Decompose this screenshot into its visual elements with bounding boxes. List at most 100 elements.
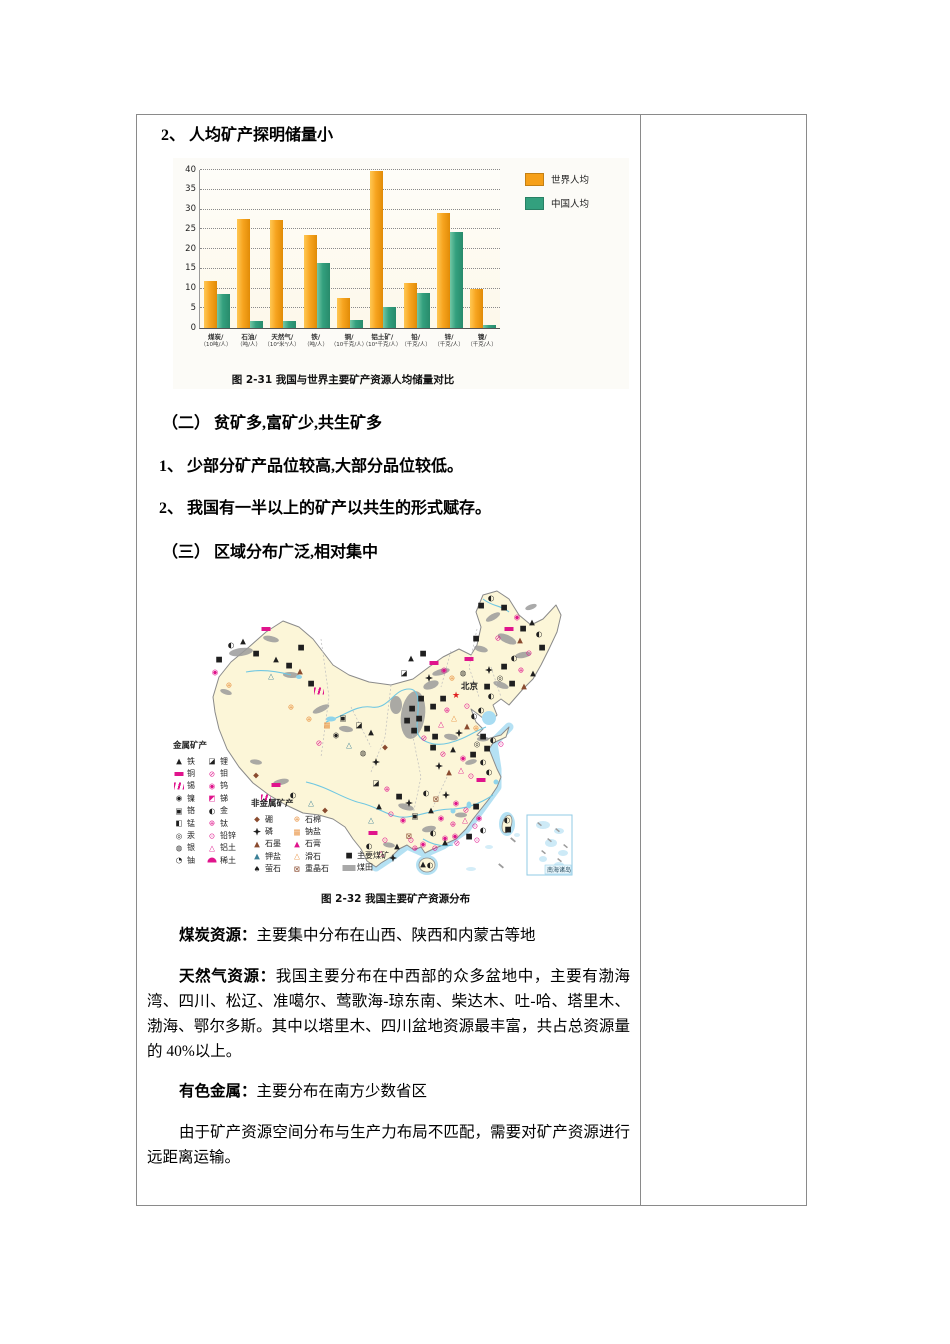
mineral-symbol-icon: ⊙ xyxy=(387,809,395,819)
coal-field xyxy=(525,603,537,611)
river xyxy=(245,670,292,676)
钾盐-symbol-icon: ▲ xyxy=(254,851,260,861)
inset-label: 南海诸岛 xyxy=(547,866,571,874)
gridline xyxy=(200,228,500,230)
legend-label: 钾盐 xyxy=(265,851,281,861)
y-axis-tick: 15 xyxy=(185,263,196,274)
chart-legend-item: 中国人均 xyxy=(525,196,589,210)
legend-item-萤石: ♠ 萤石 xyxy=(251,863,291,874)
lake xyxy=(450,808,456,814)
x-axis-label: 锌/（千克/人） xyxy=(434,333,464,348)
legend-row: ▣ 铬 ◐ 金 xyxy=(173,805,236,817)
china-bar-6 xyxy=(416,293,430,328)
figure-2-32: 南海诸岛 ★ 北京 ■ ◐ ■ ◉ ■ ▲ ⊘ ▲ ◐ ■ ⊙ ◐ ■ ⊕ ▲ ◎ ■ ▲ ■ ▲ ■ ◉ ⊕ ◍ ◪ ■ ■ ■ ■ ■… xyxy=(171,577,633,909)
world-bar-7 xyxy=(437,213,450,328)
legend-item-磷: 磷 xyxy=(251,826,291,837)
萤石-symbol-icon: ♠ xyxy=(253,864,261,873)
coal-field xyxy=(477,736,489,742)
锂-symbol-icon: ◪ xyxy=(208,756,216,766)
list-item-1: 1、 少部分矿产品位较高,大部分品位较低。 xyxy=(159,458,464,475)
mineral-symbol-icon: ◉ xyxy=(459,753,467,763)
mineral-symbol-icon: ◐ xyxy=(489,735,497,745)
镍-symbol-icon: ◉ xyxy=(175,793,183,803)
金-symbol-icon: ◐ xyxy=(208,806,216,815)
x-axis-label: 镍/（千克/人） xyxy=(467,333,498,348)
mineral-symbol-icon: ◉ xyxy=(440,665,448,675)
legend-label: 石棉 xyxy=(305,814,321,824)
mineral-symbol-icon: ■ xyxy=(469,749,477,759)
legend-item-煤田: 煤田 xyxy=(342,862,373,873)
china-bar-8 xyxy=(483,325,497,328)
legend-row: ▲ 石墨 ▲ 石膏 xyxy=(251,838,329,850)
coal-field xyxy=(485,612,501,622)
mineral-symbol-icon: ⊕ xyxy=(305,714,313,724)
legend-glyph-box: ◧ xyxy=(173,818,185,828)
mineral-symbol-icon: ▣ xyxy=(339,713,347,723)
x-axis-label: 铜/（10千克/人） xyxy=(330,333,368,348)
锑-symbol-icon: ◩ xyxy=(208,793,216,803)
汞-symbol-icon: ◎ xyxy=(175,830,183,840)
legend-item-锡: 锡 xyxy=(173,780,206,791)
mineral-symbol-icon: ■ xyxy=(415,713,423,723)
钛-symbol-icon: ⊕ xyxy=(208,818,216,828)
mineral-symbol-icon: ⊕ xyxy=(443,705,451,715)
legend-glyph-box: ▲ xyxy=(173,756,185,766)
chart-legend-item: 世界人均 xyxy=(525,172,589,186)
legend-row: 磷 ▦ 钠盐 xyxy=(251,825,329,837)
coal-label: 煤炭资源： xyxy=(179,927,257,944)
铝土-symbol-icon: △ xyxy=(209,843,215,853)
mineral-symbol-icon: ■ xyxy=(429,701,437,711)
mineral-symbol-icon: ◉ xyxy=(513,612,521,622)
mineral-symbol-icon: ■ xyxy=(395,791,403,801)
legend-glyph-box: ▲ xyxy=(291,839,303,849)
river xyxy=(305,781,494,818)
mineral-symbol-icon: △ xyxy=(308,798,314,808)
legend-label: 钛 xyxy=(220,818,228,828)
mineral-symbol-icon: ■ xyxy=(403,715,411,725)
铀-symbol-icon: ◔ xyxy=(175,855,183,865)
beijing-label: 北京 xyxy=(461,681,479,691)
china-bar-3 xyxy=(316,262,330,328)
world-bar-5 xyxy=(370,170,384,328)
gridline xyxy=(200,208,500,210)
mineral-symbol-icon: ■ xyxy=(307,678,315,688)
legend-item-钛: ⊕ 钛 xyxy=(206,818,228,829)
y-axis-tick: 40 xyxy=(185,164,196,175)
legend-glyph-box: ♠ xyxy=(251,864,263,874)
mineral-symbol-icon: ◐ xyxy=(422,788,430,798)
mineral-symbol-icon: ⊕ xyxy=(449,819,457,829)
y-axis-tick: 30 xyxy=(185,204,196,214)
world-bar-2 xyxy=(270,220,284,328)
coal-field xyxy=(493,681,509,689)
river xyxy=(482,598,510,613)
钠盐-symbol-icon: ▦ xyxy=(293,826,301,836)
legend-glyph-box: ▣ xyxy=(173,806,185,816)
china-bar-5 xyxy=(383,307,397,328)
coal-field xyxy=(400,691,426,739)
gas-text: 我国主要分布在中西部的众多盆地中，主要有渤海湾、四川、松辽、准噶尔、莺歌海-琼东… xyxy=(147,967,630,1060)
mineral-symbol-icon: ◐ xyxy=(429,828,437,838)
legend-glyph-box xyxy=(173,769,185,779)
legend-label: 硼 xyxy=(265,814,273,824)
mineral-symbol-icon: ▲ xyxy=(464,721,470,731)
legend-label: 主要煤矿 xyxy=(357,850,389,860)
mineral-symbol-icon: ■ xyxy=(504,824,512,834)
coal-field-patches xyxy=(220,603,537,848)
mineral-symbol-icon xyxy=(271,783,281,787)
china-bar-2 xyxy=(283,320,297,328)
map-caption: 图 2-32 我国主要矿产资源分布 xyxy=(321,893,471,905)
x-axis-label: 石油/（吨/人） xyxy=(237,333,261,348)
mineral-symbol-icon: ▲ xyxy=(368,727,374,737)
mineral-symbol-icon: ⊕ xyxy=(517,665,525,675)
mineral-symbol-icon: ▲ xyxy=(530,668,536,678)
mineral-symbol-icon: ⊙ xyxy=(471,821,479,831)
mineral-symbol-icon: ⊠ xyxy=(432,794,440,804)
legend-glyph-box: ▦ xyxy=(291,827,303,837)
coal-field xyxy=(398,803,414,811)
mineral-symbol-icon: ◐ xyxy=(365,841,373,851)
mineral-symbol-icon: △ xyxy=(451,713,457,723)
world-bar-4 xyxy=(337,298,350,328)
mineral-symbol-icon xyxy=(435,762,443,770)
river xyxy=(325,688,487,745)
mineral-symbol-icon: ■ xyxy=(479,731,487,741)
